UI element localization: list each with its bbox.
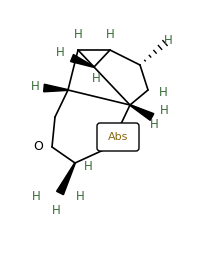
Text: H: H — [75, 191, 84, 204]
Text: Abs: Abs — [107, 132, 128, 142]
Text: H: H — [51, 205, 60, 218]
FancyBboxPatch shape — [97, 123, 138, 151]
Text: H: H — [83, 160, 92, 173]
Text: H: H — [158, 86, 167, 99]
Text: O: O — [33, 140, 43, 153]
Text: H: H — [31, 191, 40, 204]
Text: H: H — [163, 34, 172, 47]
Text: H: H — [159, 104, 168, 117]
Polygon shape — [43, 84, 68, 92]
Text: H: H — [73, 29, 82, 42]
Polygon shape — [56, 163, 75, 195]
Polygon shape — [70, 55, 94, 67]
Polygon shape — [129, 105, 153, 120]
Text: H: H — [105, 29, 114, 42]
Text: H: H — [149, 118, 158, 131]
Text: H: H — [91, 73, 100, 86]
Text: H: H — [55, 46, 64, 60]
Text: H: H — [30, 81, 39, 94]
